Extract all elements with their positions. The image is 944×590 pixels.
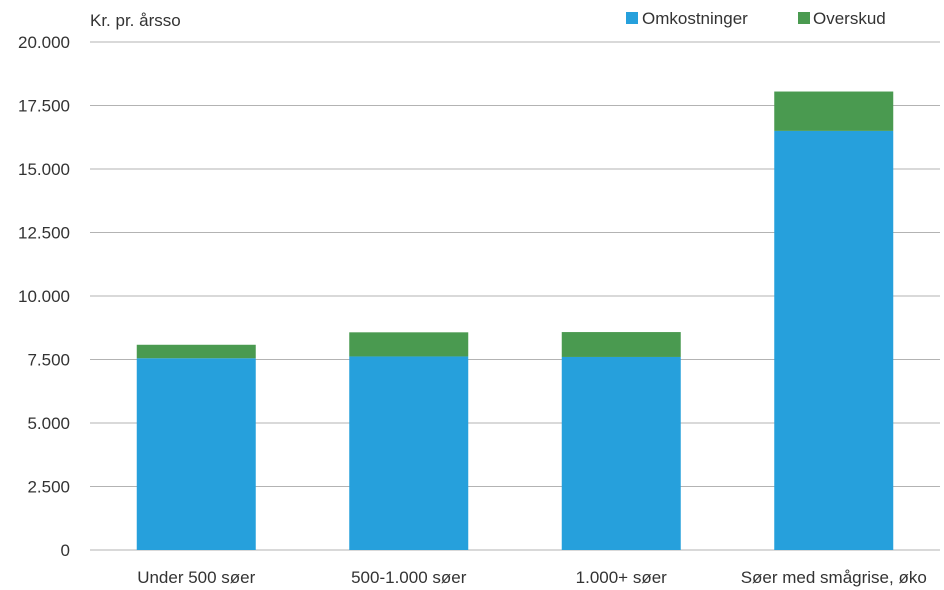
bar-overskud-2 bbox=[561, 332, 681, 357]
legend-label-omkostninger: Omkostninger bbox=[642, 9, 748, 28]
y-axis-label: Kr. pr. årsso bbox=[90, 11, 181, 30]
y-tick-label: 17.500 bbox=[18, 97, 70, 116]
y-tick-label: 7.500 bbox=[27, 351, 70, 370]
bar-omkostninger-2 bbox=[561, 356, 681, 550]
bar-overskud-0 bbox=[136, 344, 256, 359]
x-category-label: 500-1.000 søer bbox=[351, 568, 467, 587]
bar-omkostninger-1 bbox=[349, 356, 469, 550]
y-tick-label: 12.500 bbox=[18, 224, 70, 243]
bar-omkostninger-3 bbox=[774, 130, 894, 550]
y-tick-label: 15.000 bbox=[18, 160, 70, 179]
legend-swatch-overskud bbox=[798, 12, 810, 24]
bars bbox=[136, 91, 894, 550]
y-tick-label: 20.000 bbox=[18, 33, 70, 52]
x-category-label: Under 500 søer bbox=[137, 568, 255, 587]
bar-omkostninger-0 bbox=[136, 358, 256, 550]
bar-overskud-3 bbox=[774, 91, 894, 131]
x-axis-labels: Under 500 søer 500-1.000 søer 1.000+ søer S… bbox=[137, 568, 927, 587]
legend-label-overskud: Overskud bbox=[813, 9, 886, 28]
y-tick-label: 10.000 bbox=[18, 287, 70, 306]
y-tick-label: 5.000 bbox=[27, 414, 70, 433]
legend: Omkostninger Overskud bbox=[626, 9, 886, 28]
y-tick-label: 2.500 bbox=[27, 478, 70, 497]
y-tick-label: 0 bbox=[61, 541, 70, 560]
x-category-label: Søer med smågrise, øko bbox=[741, 568, 927, 587]
legend-swatch-omkostninger bbox=[626, 12, 638, 24]
bar-overskud-1 bbox=[349, 332, 469, 357]
x-category-label: 1.000+ søer bbox=[576, 568, 668, 587]
y-axis-ticks: 0 2.500 5.000 7.500 10.000 12.500 15.000 17.500… bbox=[18, 33, 70, 560]
